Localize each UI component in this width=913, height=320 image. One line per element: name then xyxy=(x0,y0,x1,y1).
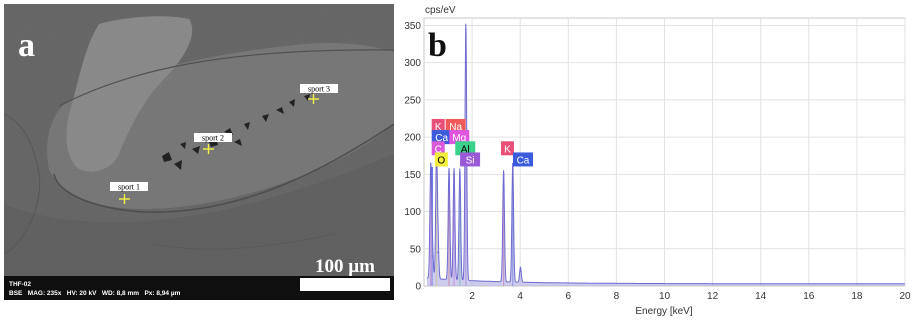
x-tick-label: 8 xyxy=(614,291,620,302)
element-label-box xyxy=(445,118,466,133)
x-tick-label: 20 xyxy=(899,291,911,302)
spectrum-peak xyxy=(519,270,522,272)
y-axis-label: cps/eV xyxy=(425,5,456,16)
element-label-text: O xyxy=(437,155,445,166)
sem-crack xyxy=(153,233,335,250)
x-tick-label: 12 xyxy=(707,291,719,302)
spectrum-peak xyxy=(502,173,505,176)
y-tick-label: 250 xyxy=(404,95,421,106)
x-tick-label: 10 xyxy=(659,291,671,302)
element-label-text: Si xyxy=(466,155,475,166)
y-tick-label: 150 xyxy=(404,170,421,181)
element-label-box xyxy=(460,152,481,167)
spot-3-label: sport 3 xyxy=(308,85,330,94)
spot-1-marker xyxy=(119,194,130,204)
element-label-box xyxy=(455,141,476,156)
scale-bar-label: 100 µm xyxy=(315,256,375,277)
element-label-box xyxy=(512,152,533,167)
y-tick-label: 200 xyxy=(404,133,421,144)
element-label-box xyxy=(431,141,445,156)
spot-1-label: sport 1 xyxy=(118,183,140,192)
element-label-box xyxy=(431,130,452,145)
spot-label-box xyxy=(110,182,148,191)
y-axis-ticks: 0 50 100 150 200 250 300 350 xyxy=(404,21,421,293)
sem-boundary-line xyxy=(53,123,394,213)
x-tick-label: 4 xyxy=(517,291,523,302)
element-label-box xyxy=(431,118,445,133)
sem-pores xyxy=(162,94,310,170)
element-label-box xyxy=(500,141,514,156)
x-axis-label: Energy [keV] xyxy=(635,306,692,317)
element-label-box xyxy=(449,130,470,145)
sem-lower-matrix xyxy=(4,154,394,300)
sem-crack xyxy=(4,113,41,255)
spectrum-peak xyxy=(459,173,461,176)
spectrum-line xyxy=(426,23,905,285)
x-tick-label: 2 xyxy=(469,291,475,302)
sem-micrograph: a sport 1 sport 2 sport 3 THF-02 BSE MAG… xyxy=(4,4,394,300)
spectrum-peak xyxy=(448,173,450,176)
sem-acquisition-params: BSE MAG: 235x HV: 20 kV WD: 8,8 mm Px: 8… xyxy=(9,290,181,297)
y-tick-label: 0 xyxy=(415,282,421,293)
element-label-text: K xyxy=(504,144,511,155)
element-label-text: K xyxy=(435,122,442,133)
spectrum-peak xyxy=(429,173,432,176)
x-tick-label: 6 xyxy=(566,291,572,302)
sem-boundary-line xyxy=(58,49,394,107)
spot-2-label: sport 2 xyxy=(202,134,224,143)
y-tick-label: 300 xyxy=(404,58,421,69)
x-tick-label: 18 xyxy=(851,291,863,302)
panel-a-label: a xyxy=(18,27,35,64)
spectrum-peak xyxy=(435,166,438,168)
spot-3-marker xyxy=(308,94,319,104)
spectrum-peak xyxy=(511,166,514,168)
x-tick-label: 14 xyxy=(755,291,767,302)
x-tick-label: 16 xyxy=(803,291,815,302)
spectrum-peak xyxy=(453,173,455,176)
spectrum-peak xyxy=(437,251,439,254)
element-label-text: Al xyxy=(461,144,470,155)
y-tick-label: 350 xyxy=(404,21,421,32)
element-label-text: Ca xyxy=(517,155,530,166)
spot-label-box xyxy=(194,133,232,142)
element-label-text: C xyxy=(435,144,442,155)
spectrum xyxy=(426,23,905,286)
scale-bar xyxy=(300,278,390,291)
spot-2-marker xyxy=(203,144,214,154)
spectrum-peak xyxy=(465,28,467,30)
element-label-text: Na xyxy=(449,122,462,133)
element-label-text: Mg xyxy=(452,133,466,144)
panel-b-label: b xyxy=(428,27,447,64)
spot-label-box xyxy=(300,84,338,93)
sem-sample-id: THF-02 xyxy=(9,281,31,288)
sem-bright-grain xyxy=(66,16,193,172)
y-tick-label: 100 xyxy=(404,207,421,218)
spectrum-peak xyxy=(431,255,434,258)
element-label-box xyxy=(434,152,448,167)
x-axis-ticks: 2 4 6 8 10 12 14 16 18 20 xyxy=(469,291,911,302)
y-tick-label: 50 xyxy=(410,244,422,255)
element-label-text: Ca xyxy=(435,133,448,144)
